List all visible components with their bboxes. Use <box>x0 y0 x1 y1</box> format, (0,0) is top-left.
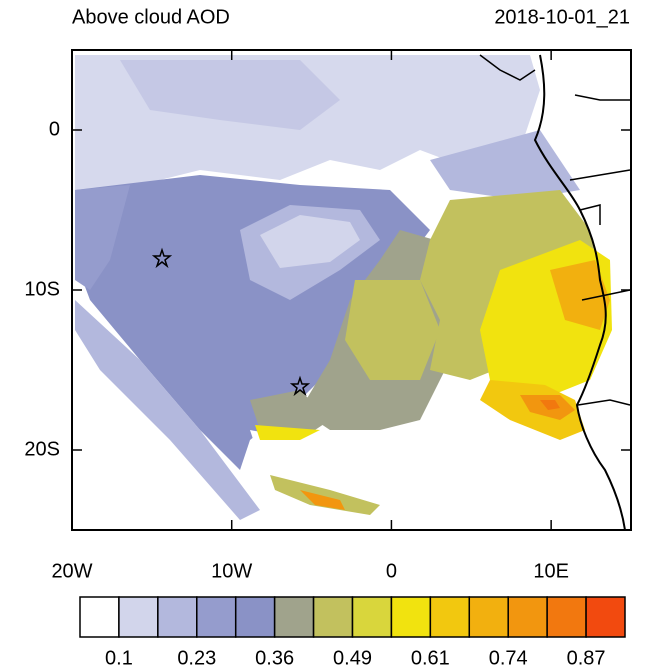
colorbar-swatch <box>546 596 587 638</box>
colorbar-label: 0.74 <box>489 647 528 667</box>
colorbar-swatch <box>468 596 509 638</box>
colorbar-swatch <box>157 596 198 638</box>
x-tick-label: 10E <box>533 560 569 582</box>
colorbar-label: 0.87 <box>567 647 606 667</box>
map-title: Above cloud AOD <box>72 6 230 28</box>
colorbar-swatch <box>429 596 471 638</box>
colorbar-swatch <box>234 596 276 638</box>
station-marker <box>151 247 173 269</box>
colorbar-label: 0.36 <box>255 647 294 667</box>
colorbar-label: 0.1 <box>105 647 133 667</box>
x-tick-label: 0 <box>386 560 397 582</box>
y-tick-label: 20S <box>24 438 60 460</box>
station-marker <box>289 375 311 397</box>
colorbar-swatch <box>273 596 315 638</box>
colorbar-swatch <box>118 596 159 638</box>
colorbar-label: 0.49 <box>333 647 372 667</box>
x-tick-label: 10W <box>211 560 252 582</box>
colorbar-swatch <box>351 596 393 638</box>
colorbar-swatch <box>79 596 120 638</box>
y-tick-label: 0 <box>49 118 60 140</box>
colorbar-swatch <box>196 596 237 638</box>
y-tick-label: 10S <box>24 278 60 300</box>
colorbar-label: 0.23 <box>177 647 216 667</box>
colorbar-swatch <box>585 596 626 638</box>
map-date: 2018-10-01_21 <box>494 6 630 28</box>
colorbar-swatch <box>390 596 432 638</box>
colorbar-swatch <box>507 596 548 638</box>
x-tick-label: 20W <box>51 560 92 582</box>
aod-field <box>72 50 631 530</box>
colorbar-label: 0.61 <box>411 647 450 667</box>
colorbar-swatch <box>312 596 354 638</box>
